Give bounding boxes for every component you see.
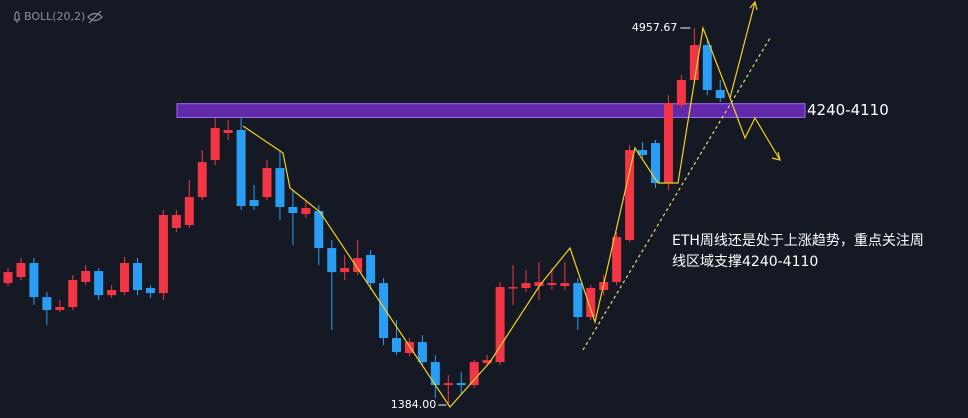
candle-body	[275, 168, 285, 207]
candle-body	[120, 263, 130, 293]
max-label: 4957.67	[632, 21, 678, 34]
candle-body	[573, 283, 583, 318]
candle-body	[94, 271, 104, 296]
candle-body	[430, 362, 440, 386]
candle-body	[625, 150, 635, 241]
min-label: 1384.00	[391, 398, 437, 411]
candle-body	[42, 297, 52, 311]
candle-body	[392, 338, 401, 353]
candle-body	[417, 342, 427, 363]
zone-label: 4240-4110	[807, 101, 889, 119]
candle-body	[651, 143, 660, 184]
candle-body	[638, 150, 648, 155]
candle-body	[16, 263, 26, 278]
candle-body	[133, 263, 142, 291]
candle-body	[521, 283, 531, 289]
candle-body	[340, 268, 350, 273]
candle-body	[676, 79, 686, 105]
candle-body	[81, 271, 91, 283]
candle-body	[353, 258, 363, 273]
candle-body	[443, 383, 453, 386]
trend-lines	[242, 0, 781, 408]
hide-icon[interactable]	[87, 10, 103, 24]
candle-body	[547, 283, 557, 286]
candle-body	[210, 127, 220, 161]
candle-body	[663, 102, 673, 184]
candle-body	[249, 200, 259, 207]
candle-body	[107, 290, 117, 296]
candle-body	[508, 287, 518, 289]
candle-body	[158, 215, 168, 294]
candle-body	[495, 287, 505, 363]
candle-body	[366, 254, 376, 284]
candle-body	[456, 383, 466, 386]
candle-body	[534, 282, 544, 287]
candle-body	[145, 288, 155, 294]
candle-body	[3, 272, 13, 284]
candle-body	[404, 342, 414, 354]
candle-body	[55, 307, 65, 311]
candle-body	[171, 215, 181, 228]
candle-body	[469, 362, 479, 386]
candle-body	[29, 263, 39, 298]
candle-body	[68, 280, 78, 308]
candle-body	[379, 283, 389, 339]
candle-body	[301, 208, 311, 215]
candle-body	[327, 248, 337, 273]
candle-body	[184, 197, 194, 226]
candle-body	[612, 237, 622, 283]
candle-body	[197, 162, 207, 198]
candle-body	[482, 360, 492, 364]
support-zone	[176, 103, 806, 118]
candle-body	[689, 45, 699, 80]
annotation-text: 线区域支撑4240-4110	[672, 254, 818, 270]
indicator-label: BOLL(20,2)	[24, 10, 85, 23]
candle-body	[586, 288, 596, 318]
candle-body	[236, 129, 246, 207]
candle-body	[223, 129, 233, 134]
candle-body	[288, 206, 298, 214]
candle-body	[262, 168, 272, 198]
bell-icon	[14, 11, 20, 23]
annotation-text: ETH周线还是处于上涨趋势，重点关注周	[672, 233, 924, 249]
candle-body	[560, 283, 570, 287]
candle-body	[314, 211, 324, 249]
candle-body	[715, 89, 725, 99]
candle-body	[702, 45, 712, 90]
